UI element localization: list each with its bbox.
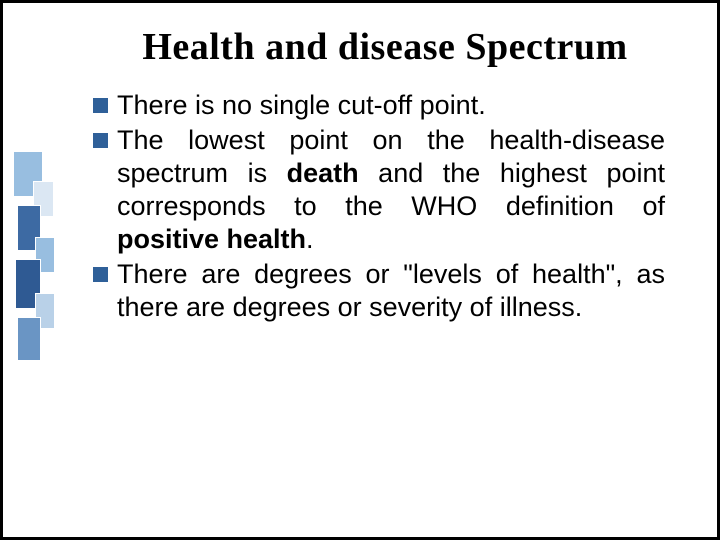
bullet-text: The lowest point on the health-disease s…: [117, 124, 665, 256]
text-run: There are degrees or "levels of health",…: [117, 259, 665, 322]
text-run: .: [306, 224, 314, 254]
slide-body: There is no single cut-off point. The low…: [93, 89, 665, 326]
bullet-text: There is no single cut-off point.: [117, 89, 665, 122]
square-bullet-icon: [93, 133, 108, 148]
bullet-text: There are degrees or "levels of health",…: [117, 258, 665, 324]
deco-block: [17, 317, 41, 361]
slide: Health and disease Spectrum There is no …: [0, 0, 720, 540]
square-bullet-icon: [93, 267, 108, 282]
bullet-item: The lowest point on the health-disease s…: [93, 124, 665, 256]
bullet-item: There are degrees or "levels of health",…: [93, 258, 665, 324]
bold-run: death: [287, 158, 359, 188]
bullet-item: There is no single cut-off point.: [93, 89, 665, 122]
slide-title: Health and disease Spectrum: [93, 25, 677, 69]
bold-run: positive health: [117, 224, 306, 254]
text-run: There is no single cut-off point.: [117, 90, 486, 120]
square-bullet-icon: [93, 98, 108, 113]
